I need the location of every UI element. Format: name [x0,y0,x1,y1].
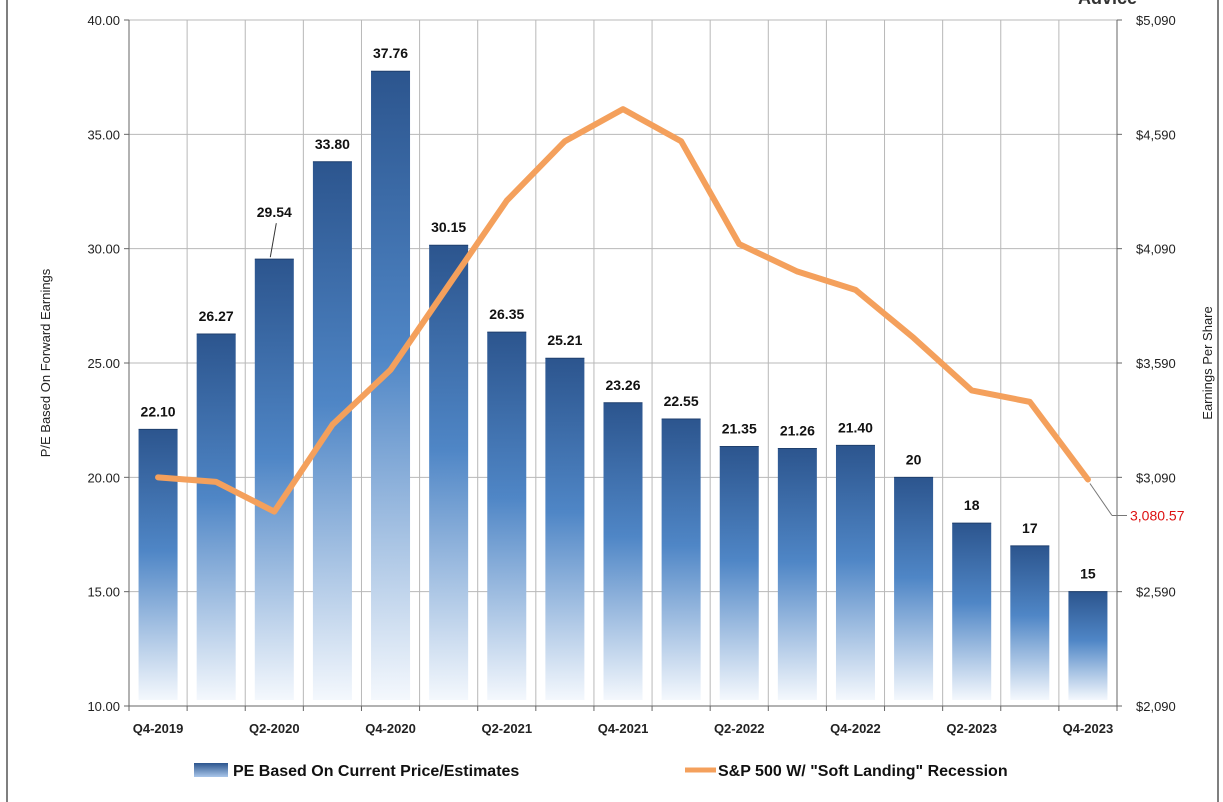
bar [603,402,643,700]
line-point [970,388,974,392]
line-point [1086,477,1090,481]
data-label: 17 [1022,520,1038,536]
left-tick-label: 40.00 [87,13,120,28]
bar [312,161,352,701]
x-tick-label: Q4-2021 [598,721,649,736]
bar [1010,545,1050,700]
annotation-leader-line [1089,483,1113,516]
left-tick-label: 10.00 [87,699,120,714]
x-tick-label: Q4-2019 [133,721,184,736]
x-tick-label: Q4-2023 [1063,721,1114,736]
right-tick-label: $5,090 [1136,13,1176,28]
line-point [679,139,683,143]
bar [254,259,294,700]
right-tick-label: $3,090 [1136,470,1176,485]
x-tick-label: Q4-2022 [830,721,881,736]
line-point [330,423,334,427]
bar-series [138,70,1108,701]
line-point [853,288,857,292]
line-point [389,368,393,372]
bar [719,446,759,700]
left-axis-title: P/E Based On Forward Earnings [38,268,53,457]
line-point [272,510,276,514]
right-axis-title: Earnings Per Share [1200,306,1215,419]
data-label: 21.35 [722,420,757,436]
bar [545,358,585,700]
data-label: 26.27 [199,308,234,324]
line-point [447,283,451,287]
left-tick-label: 30.00 [87,242,120,257]
last-value-annotation: 3,080.57 [1089,483,1185,523]
bar [835,445,875,700]
data-label: 22.10 [141,403,176,419]
header-partial-text: Advice [1078,0,1137,8]
data-label: 30.15 [431,219,466,235]
data-label: 37.76 [373,45,408,61]
line-point [621,107,625,111]
bar [487,332,527,700]
data-label: 20 [906,451,922,467]
bar [952,523,992,700]
line-point [563,139,567,143]
data-label: 15 [1080,566,1096,582]
left-tick-label: 20.00 [87,470,120,485]
left-tick-label: 35.00 [87,127,120,142]
data-labels: 22.10 26.27 29.54 33.80 37.76 30.15 26.35 25.21… [141,45,1096,581]
legend-bar-label: PE Based On Current Price/Estimates [233,763,519,780]
data-label: 22.55 [664,393,699,409]
bar [429,245,469,700]
x-tick-label: Q2-2021 [481,721,532,736]
right-tick-label: $3,590 [1136,356,1176,371]
line-point [737,242,741,246]
data-label: 29.54 [257,204,292,220]
data-label: 33.80 [315,136,350,152]
x-tick-label: Q2-2023 [946,721,997,736]
data-label: 25.21 [547,332,582,348]
legend-bar-swatch [194,763,228,777]
x-tick-label: Q4-2020 [365,721,416,736]
bar [138,429,178,700]
right-tick-label: $2,090 [1136,699,1176,714]
line-series [155,106,1091,515]
line-point [795,270,799,274]
line-point [156,475,160,479]
bar [196,333,236,700]
bar [894,477,934,700]
annotation-label: 3,080.57 [1130,507,1185,523]
x-tick-label: Q2-2022 [714,721,765,736]
bar [1068,591,1108,700]
bar [661,419,701,700]
legend-line-label: S&P 500 W/ "Soft Landing" Recession [718,763,1008,780]
data-label: 26.35 [489,306,524,322]
line-point [1028,400,1032,404]
x-tick-label: Q2-2020 [249,721,300,736]
data-label: 18 [964,497,980,513]
axes: 10.00 15.00 20.00 25.00 30.00 35.00 40.00 $2,09… [87,13,1175,736]
line-point [214,480,218,484]
data-label: 23.26 [605,377,640,393]
legend: PE Based On Current Price/Estimates S&P … [194,763,1008,780]
right-tick-label: $2,590 [1136,585,1176,600]
left-tick-label: 25.00 [87,356,120,371]
data-label: 21.26 [780,423,815,439]
line-point [505,199,509,203]
right-tick-label: $4,090 [1136,242,1176,257]
left-tick-label: 15.00 [87,585,120,600]
right-tick-label: $4,590 [1136,127,1176,142]
data-label: 21.40 [838,419,873,435]
line-point [912,336,916,340]
data-label-leader [269,223,277,258]
bar [777,448,817,700]
